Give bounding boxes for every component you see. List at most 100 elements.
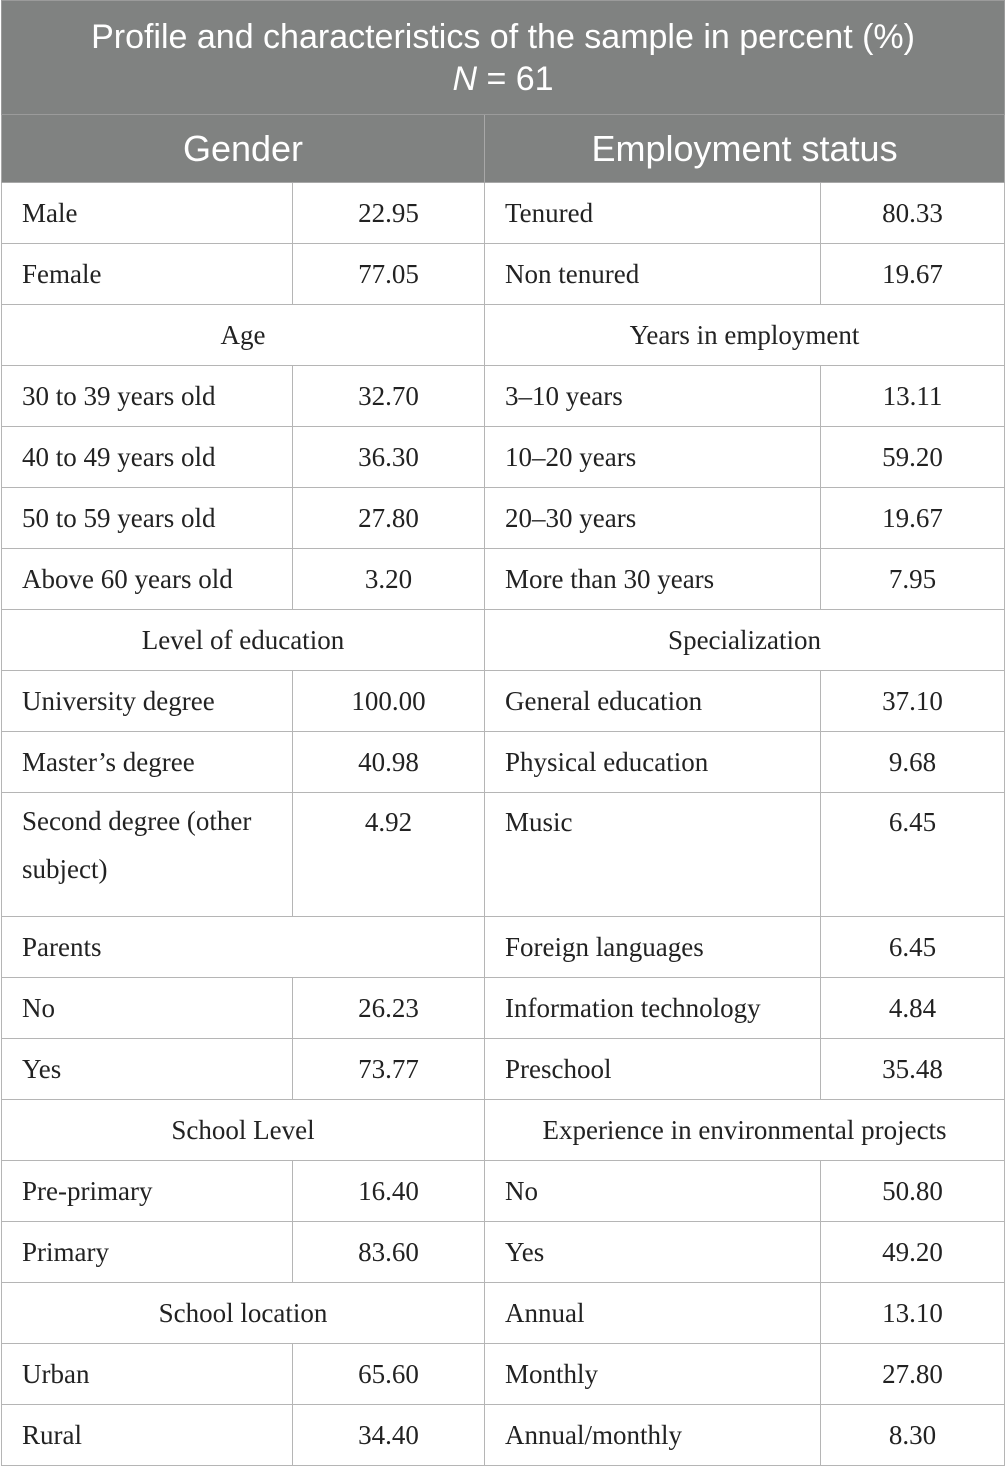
table-row: University degree 100.00 General educati… (1, 670, 1005, 732)
row-label: 30 to 39 years old (1, 365, 293, 427)
table-title-row: Profile and characteristics of the sampl… (0, 0, 1005, 115)
header-employment-status: Employment status (483, 114, 1005, 183)
row-value: 3.20 (292, 548, 485, 610)
table-row: Above 60 years old 3.20 More than 30 yea… (1, 548, 1005, 610)
section-heading: Specialization (483, 609, 1005, 671)
row-label: Pre-primary (1, 1160, 293, 1222)
table-row: School location Annual 13.10 (1, 1282, 1005, 1344)
row-label: 40 to 49 years old (1, 426, 293, 488)
table-row: Master’s degree 40.98 Physical education… (1, 731, 1005, 793)
row-label: Urban (1, 1343, 293, 1405)
row-label: Male (1, 182, 293, 244)
row-value: 50.80 (819, 1160, 1005, 1222)
row-value: 4.92 (292, 792, 485, 917)
row-value: 49.20 (819, 1221, 1005, 1283)
row-value: 6.45 (819, 792, 1005, 917)
row-label: Information technology (484, 977, 821, 1039)
section-heading: Years in employment (483, 304, 1005, 366)
table-row: Parents Foreign languages 6.45 (1, 916, 1005, 978)
row-value: 40.98 (292, 731, 485, 793)
row-label: 3–10 years (484, 365, 821, 427)
row-value: 8.30 (819, 1404, 1005, 1466)
row-label: Primary (1, 1221, 293, 1283)
row-label: Above 60 years old (1, 548, 293, 610)
row-value: 16.40 (292, 1160, 485, 1222)
row-value: 100.00 (292, 670, 485, 732)
row-label: Second degree (other subject) (1, 792, 293, 917)
table-row: 40 to 49 years old 36.30 10–20 years 59.… (1, 426, 1005, 488)
section-row: School Level Experience in environmental… (1, 1099, 1005, 1161)
section-heading: Age (1, 304, 485, 366)
table-row: Yes 73.77 Preschool 35.48 (1, 1038, 1005, 1100)
row-value: 65.60 (292, 1343, 485, 1405)
row-value: 7.95 (819, 548, 1005, 610)
row-label: Monthly (484, 1343, 821, 1405)
table-row: Rural 34.40 Annual/monthly 8.30 (1, 1404, 1005, 1466)
row-label: Rural (1, 1404, 293, 1466)
row-label: Tenured (484, 182, 821, 244)
row-value: 36.30 (292, 426, 485, 488)
row-value: 77.05 (292, 243, 485, 305)
row-value: 73.77 (292, 1038, 485, 1100)
row-value: 34.40 (292, 1404, 485, 1466)
row-label: No (1, 977, 293, 1039)
table-title-text: Profile and characteristics of the sampl… (91, 17, 915, 56)
row-label: Yes (484, 1221, 821, 1283)
row-label: Physical education (484, 731, 821, 793)
row-label: Annual (484, 1282, 821, 1344)
section-heading: Level of education (1, 609, 485, 671)
row-value: 19.67 (819, 487, 1005, 549)
row-label: 50 to 59 years old (1, 487, 293, 549)
table-row: Female 77.05 Non tenured 19.67 (1, 243, 1005, 305)
table-row: Male 22.95 Tenured 80.33 (1, 182, 1005, 244)
row-value: 19.67 (819, 243, 1005, 305)
table-row: Second degree (other subject) 4.92 Music… (1, 792, 1005, 917)
table-row: Primary 83.60 Yes 49.20 (1, 1221, 1005, 1283)
row-value: 80.33 (819, 182, 1005, 244)
row-value: 22.95 (292, 182, 485, 244)
table-row: 30 to 39 years old 32.70 3–10 years 13.1… (1, 365, 1005, 427)
section-heading: School location (1, 1282, 485, 1344)
sample-size-symbol: N (452, 59, 478, 98)
row-label: University degree (1, 670, 293, 732)
table-title: Profile and characteristics of the sampl… (0, 0, 1005, 115)
section-heading: Experience in environmental projects (483, 1099, 1005, 1161)
row-value: 32.70 (292, 365, 485, 427)
row-value: 27.80 (292, 487, 485, 549)
sample-size-value: = 61 (477, 59, 554, 98)
row-value: 27.80 (819, 1343, 1005, 1405)
table-row: Urban 65.60 Monthly 27.80 (1, 1343, 1005, 1405)
row-value: 6.45 (819, 916, 1005, 978)
row-label: Female (1, 243, 293, 305)
row-label: 10–20 years (484, 426, 821, 488)
row-value: 9.68 (819, 731, 1005, 793)
row-value: 4.84 (819, 977, 1005, 1039)
section-heading: Parents (1, 916, 485, 978)
section-heading: School Level (1, 1099, 485, 1161)
row-label: More than 30 years (484, 548, 821, 610)
section-row: Level of education Specialization (1, 609, 1005, 671)
header-gender: Gender (1, 114, 485, 183)
row-value: 35.48 (819, 1038, 1005, 1100)
row-value: 59.20 (819, 426, 1005, 488)
row-value: 26.23 (292, 977, 485, 1039)
row-value: 37.10 (819, 670, 1005, 732)
table-row: Pre-primary 16.40 No 50.80 (1, 1160, 1005, 1222)
row-label: Music (484, 792, 821, 917)
row-label: No (484, 1160, 821, 1222)
row-label: Master’s degree (1, 731, 293, 793)
row-label: 20–30 years (484, 487, 821, 549)
row-label: General education (484, 670, 821, 732)
table-row: 50 to 59 years old 27.80 20–30 years 19.… (1, 487, 1005, 549)
column-header-row: Gender Employment status (1, 114, 1005, 183)
row-label: Preschool (484, 1038, 821, 1100)
row-value: 13.11 (819, 365, 1005, 427)
row-value: 13.10 (819, 1282, 1005, 1344)
row-value: 83.60 (292, 1221, 485, 1283)
row-label: Foreign languages (484, 916, 821, 978)
row-label: Yes (1, 1038, 293, 1100)
table-row: No 26.23 Information technology 4.84 (1, 977, 1005, 1039)
row-label: Annual/monthly (484, 1404, 821, 1466)
section-row: Age Years in employment (1, 304, 1005, 366)
